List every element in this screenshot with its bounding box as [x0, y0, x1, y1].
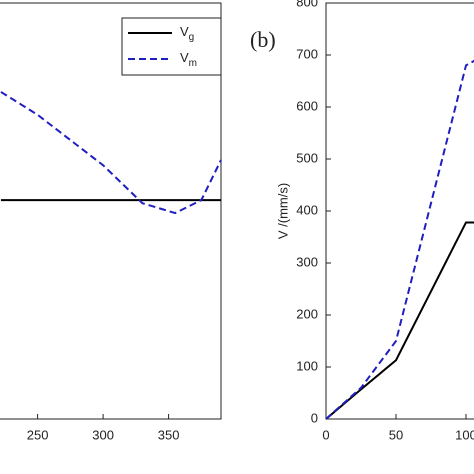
y-tick-label: 800 — [296, 0, 318, 9]
y-tick-label: 300 — [296, 254, 318, 269]
legend-label: Vg — [180, 24, 194, 42]
y-tick-label: 100 — [296, 358, 318, 373]
x-tick-label: 50 — [389, 427, 403, 442]
y-tick-label: 500 — [296, 150, 318, 165]
y-tick-label: 700 — [296, 46, 318, 61]
legend-label: Vm — [180, 50, 197, 68]
x-tick-label: 100 — [455, 427, 474, 442]
x-tick-label: 350 — [158, 427, 180, 442]
x-tick-label: 0 — [322, 427, 329, 442]
y-tick-label: 600 — [296, 98, 318, 113]
x-tick-label: 250 — [27, 427, 49, 442]
y-tick-label: 200 — [296, 306, 318, 321]
plot-frame — [325, 2, 474, 420]
y-axis-label: V /(mm/s) — [275, 183, 290, 239]
panel-label: (b) — [250, 27, 276, 52]
series-line — [325, 59, 474, 420]
x-tick-label: 300 — [92, 427, 114, 442]
legend-box — [121, 17, 222, 76]
y-tick-label: 0 — [311, 410, 318, 425]
plot-frame — [0, 2, 222, 420]
y-tick-label: 400 — [296, 202, 318, 217]
series-line — [325, 221, 474, 420]
series-line — [0, 91, 222, 215]
